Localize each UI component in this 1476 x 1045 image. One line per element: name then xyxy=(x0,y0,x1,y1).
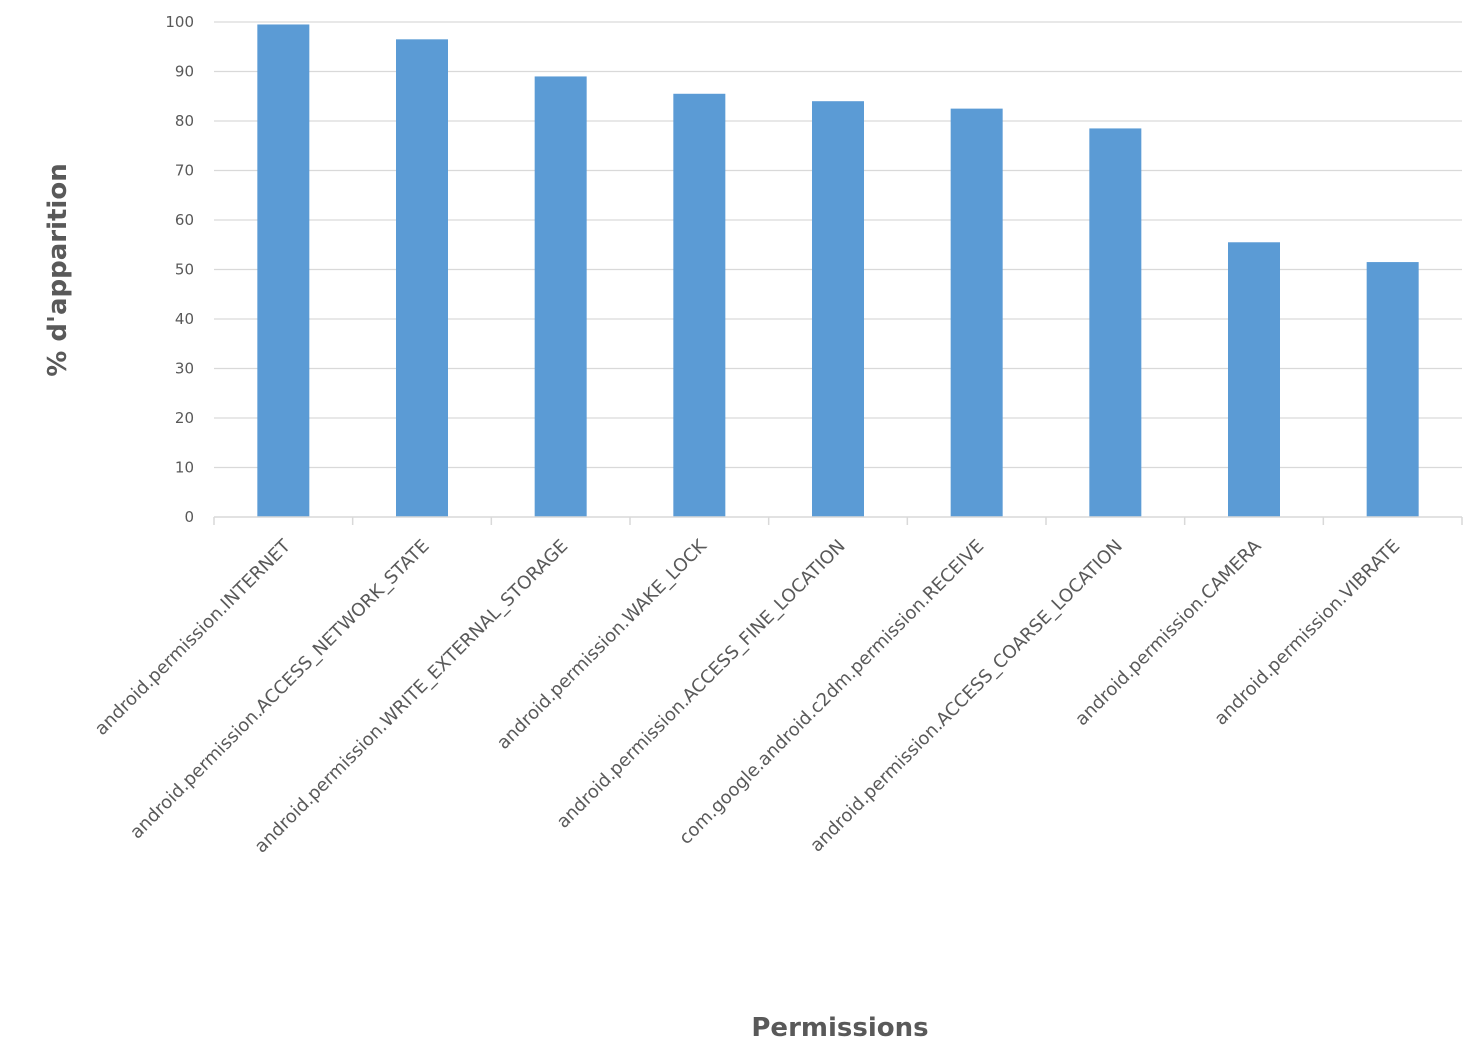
x-axis-title: Permissions xyxy=(751,1013,928,1043)
y-tick-label: 0 xyxy=(184,508,194,526)
x-category-label: com.google.android.c2dm.permission.RECEI… xyxy=(675,536,988,849)
y-tick-label: 60 xyxy=(175,211,194,229)
x-category-label: android.permission.ACCESS_NETWORK_STATE xyxy=(126,536,433,843)
y-tick-label: 70 xyxy=(175,162,194,180)
bar xyxy=(1366,262,1419,517)
y-tick-labels: 0 10 20 30 40 50 60 70 80 90 100 xyxy=(165,13,194,526)
bar xyxy=(396,39,448,517)
x-category-label: android.permission.WRITE_EXTERNAL_STORAG… xyxy=(251,536,573,858)
y-tick-label: 30 xyxy=(175,360,194,378)
bar xyxy=(812,101,864,517)
y-tick-label: 10 xyxy=(175,459,194,477)
y-tick-label: 90 xyxy=(175,63,194,81)
x-category-label: android.permission.ACCESS_FINE_LOCATION xyxy=(553,536,850,833)
bar xyxy=(257,24,310,517)
y-tick-label: 40 xyxy=(175,310,194,328)
bars-layer xyxy=(257,24,1419,518)
y-tick-label: 50 xyxy=(175,261,194,279)
y-axis-title: % d'apparition xyxy=(43,163,73,376)
bar xyxy=(534,76,587,517)
y-tick-label: 100 xyxy=(165,13,194,31)
bar xyxy=(1089,128,1142,518)
bar xyxy=(1228,242,1280,517)
bar xyxy=(673,93,726,518)
bar xyxy=(950,108,1003,517)
axis-layer xyxy=(213,516,1463,525)
y-tick-label: 20 xyxy=(175,409,194,427)
y-tick-label: 80 xyxy=(175,112,194,130)
x-category-labels: android.permission.INTERNETandroid.permi… xyxy=(91,535,1404,857)
x-category-label: android.permission.ACCESS_COARSE_LOCATIO… xyxy=(806,536,1127,857)
